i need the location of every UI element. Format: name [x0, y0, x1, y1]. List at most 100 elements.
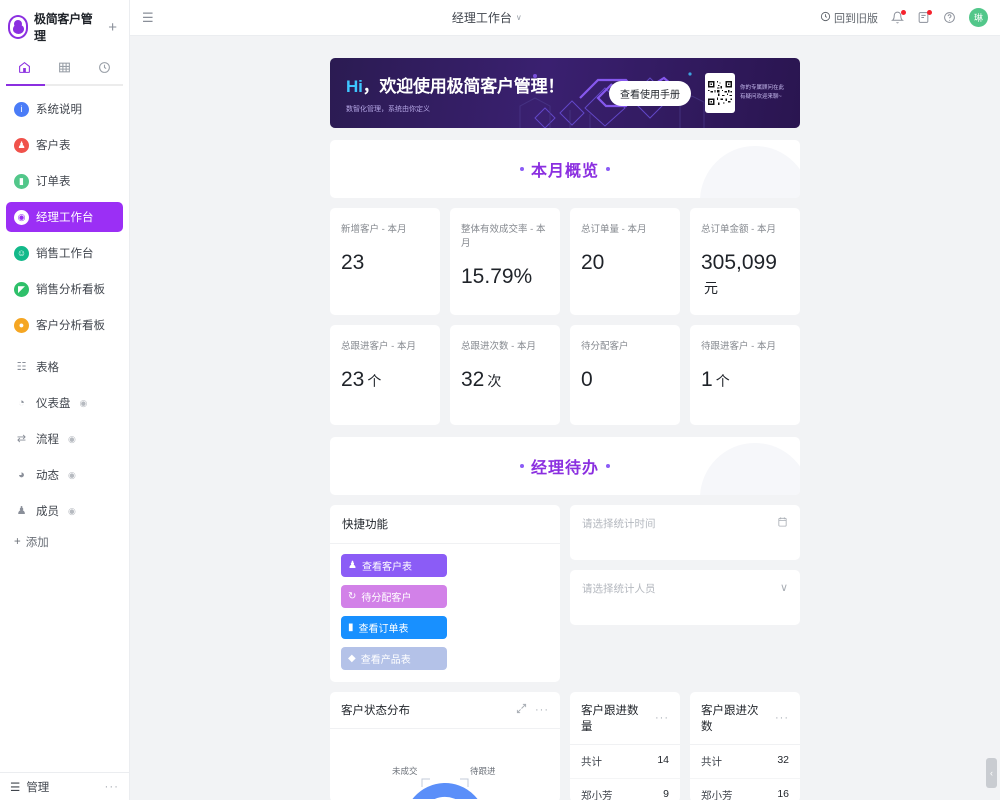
tag-icon: ◆ [348, 653, 356, 664]
content-scroll-area[interactable]: Hi，欢迎使用极简客户管理！ 数智化管理，系统由你定义 查看使用手册 [130, 36, 1000, 800]
stat-unit: 个 [715, 373, 730, 389]
stat-label: 待跟进客户 - 本月 [701, 341, 776, 352]
app-title: 极简客户管理 [34, 12, 93, 43]
card-title: 客户状态分布 [341, 705, 410, 717]
topbar-title-group[interactable]: 经理工作台 ∨ [164, 9, 810, 26]
inbox-badge [927, 10, 932, 15]
qr-code-image [706, 80, 733, 106]
sidebar-manage-button[interactable]: ☰ 管理 ··· [0, 772, 129, 800]
gauge-icon: ◔ [18, 396, 25, 409]
collapse-handle-icon[interactable]: ‹ [986, 758, 997, 788]
date-range-picker[interactable]: 请选择统计时间 [570, 505, 800, 560]
more-icon[interactable]: ··· [655, 712, 669, 724]
followup-times-card: 客户跟进次数 ··· 共计 32 郑小芳 16 [690, 692, 800, 800]
pending-assign-button[interactable]: ↻ 待分配客户 [341, 585, 447, 608]
notification-badge [901, 10, 906, 15]
stat-card[interactable]: 总订单金额 - 本月 305,099 元 [690, 208, 800, 315]
sidebar-item-label: 客户表 [36, 140, 71, 152]
stat-card[interactable]: 待分配客户 0 [570, 325, 680, 425]
sidebar-add-button[interactable]: + 添加 [6, 532, 123, 552]
todo-row: 快捷功能 ♟ 查看客户表 ↻ 待分配客户 ▮ [330, 505, 800, 682]
users-icon: ♟ [348, 560, 357, 571]
banner-text: Hi，欢迎使用极简客户管理！ 数智化管理，系统由你定义 [346, 72, 564, 114]
view-customers-button[interactable]: ♟ 查看客户表 [341, 554, 447, 577]
stat-card[interactable]: 整体有效成交率 - 本月 15.79% [450, 208, 560, 315]
stat-value: 23 个 [341, 368, 429, 392]
stat-label: 总跟进次数 - 本月 [461, 341, 536, 352]
sidebar-item-label: 流程 [36, 434, 59, 446]
add-workspace-icon[interactable]: + [108, 18, 117, 36]
stat-unit: 次 [487, 373, 502, 389]
pie-icon: ● [14, 317, 29, 333]
table-row: 共计 32 [690, 745, 800, 779]
sidebar-item-members[interactable]: ♟ 成员 ◉ [6, 496, 123, 526]
sidebar-item-manager-workbench[interactable]: ◉ 经理工作台 [6, 202, 123, 232]
more-icon[interactable]: ··· [535, 704, 549, 716]
sidebar-add-label: 添加 [25, 537, 49, 549]
banner-qr-group: 你的专属顾问在此 有疑问欢迎来聊~ [704, 73, 784, 113]
banner-greeting: ，欢迎使用极简客户管理！ [362, 77, 565, 96]
help-circle-icon[interactable] [943, 11, 956, 24]
stats-row-1: 新增客户 - 本月 23 整体有效成交率 - 本月 15.79% 总订单量 - … [330, 208, 800, 315]
bullet-icon [606, 464, 610, 468]
sidebar-item-sales-workbench[interactable]: ☺ 销售工作台 [6, 238, 123, 268]
qr-code-icon[interactable] [704, 73, 735, 113]
stat-label: 新增客户 - 本月 [341, 224, 407, 235]
activity-icon: ◕ [18, 468, 25, 481]
sidebar-item-label: 成员 [36, 506, 59, 518]
stat-card[interactable]: 新增客户 - 本月 23 [330, 208, 440, 315]
sidebar-item-order-table[interactable]: ▮ 订单表 [6, 166, 123, 196]
list-icon: ☰ [10, 781, 21, 794]
sidebar-item-sales-analytics[interactable]: ◤ 销售分析看板 [6, 274, 123, 304]
back-to-old-version-button[interactable]: 回到旧版 [820, 10, 878, 26]
sidebar-tab-clock[interactable] [85, 54, 125, 80]
page-title: 经理工作台 [451, 11, 512, 25]
sidebar-nav: i 系统说明 ♟ 客户表 ▮ 订单表 ◉ 经理工作台 ☺ 销售工作台 ◤ 销售分… [0, 86, 129, 772]
sidebar-tab-home[interactable] [4, 54, 44, 80]
sidebar-item-dashboard[interactable]: ◔ 仪表盘 ◉ [6, 388, 123, 418]
person-select[interactable]: 请选择统计人员 ∨ [570, 570, 800, 625]
section-title: 经理待办 [530, 460, 599, 477]
stat-card[interactable]: 总跟进客户 - 本月 23 个 [330, 325, 440, 425]
table-row: 共计 14 [570, 745, 680, 779]
banner-heading: Hi，欢迎使用极简客户管理！ [346, 72, 564, 97]
sidebar-item-customer-table[interactable]: ♟ 客户表 [6, 130, 123, 160]
sidebar-tab-table[interactable] [44, 54, 84, 80]
more-icon[interactable]: ··· [104, 780, 119, 793]
stat-number: 0 [581, 368, 593, 391]
stat-card[interactable]: 总跟进次数 - 本月 32 次 [450, 325, 560, 425]
sidebar-brand[interactable]: 极简客户管理 + [0, 0, 129, 50]
avatar[interactable]: 琳 [969, 8, 988, 27]
expand-icon[interactable] [516, 703, 527, 717]
card-title: 客户跟进次数 [701, 705, 759, 733]
sidebar-item-customer-analytics[interactable]: ● 客户分析看板 [6, 310, 123, 340]
view-manual-button[interactable]: 查看使用手册 [608, 80, 691, 106]
stat-number: 305,099 [701, 251, 777, 274]
sidebar-item-tables[interactable]: ☷ 表格 [6, 352, 123, 382]
view-orders-button[interactable]: ▮ 查看订单表 [341, 616, 447, 639]
inbox-icon[interactable] [917, 10, 932, 24]
view-products-button[interactable]: ◆ 查看产品表 [341, 647, 447, 670]
card-header: 客户跟进数量 ··· [570, 692, 680, 745]
stat-number: 20 [581, 251, 605, 274]
stat-label: 总订单量 - 本月 [581, 224, 647, 235]
eye-icon: ◉ [68, 505, 76, 516]
button-label: 查看客户表 [361, 562, 412, 573]
banner-subtitle: 数智化管理，系统由你定义 [346, 106, 430, 113]
more-icon[interactable]: ··· [775, 712, 789, 724]
row-value: 14 [657, 754, 669, 766]
topbar-actions: 回到旧版 琳 [820, 8, 988, 27]
sidebar-item-activity[interactable]: ◕ 动态 ◉ [6, 460, 123, 490]
refresh-icon: ↻ [348, 591, 357, 602]
stat-label: 总订单金额 - 本月 [701, 224, 776, 235]
sidebar-item-flow[interactable]: ⇄ 流程 ◉ [6, 424, 123, 454]
sidebar-item-system-desc[interactable]: i 系统说明 [6, 94, 123, 124]
flow-icon: ⇄ [16, 432, 27, 445]
bell-icon[interactable] [891, 10, 906, 24]
plus-icon: + [14, 536, 21, 548]
banner-qr-caption: 你的专属顾问在此 有疑问欢迎来聊~ [740, 84, 784, 103]
hamburger-menu-icon[interactable]: ☰ [142, 9, 154, 25]
stat-card[interactable]: 总订单量 - 本月 20 [570, 208, 680, 315]
